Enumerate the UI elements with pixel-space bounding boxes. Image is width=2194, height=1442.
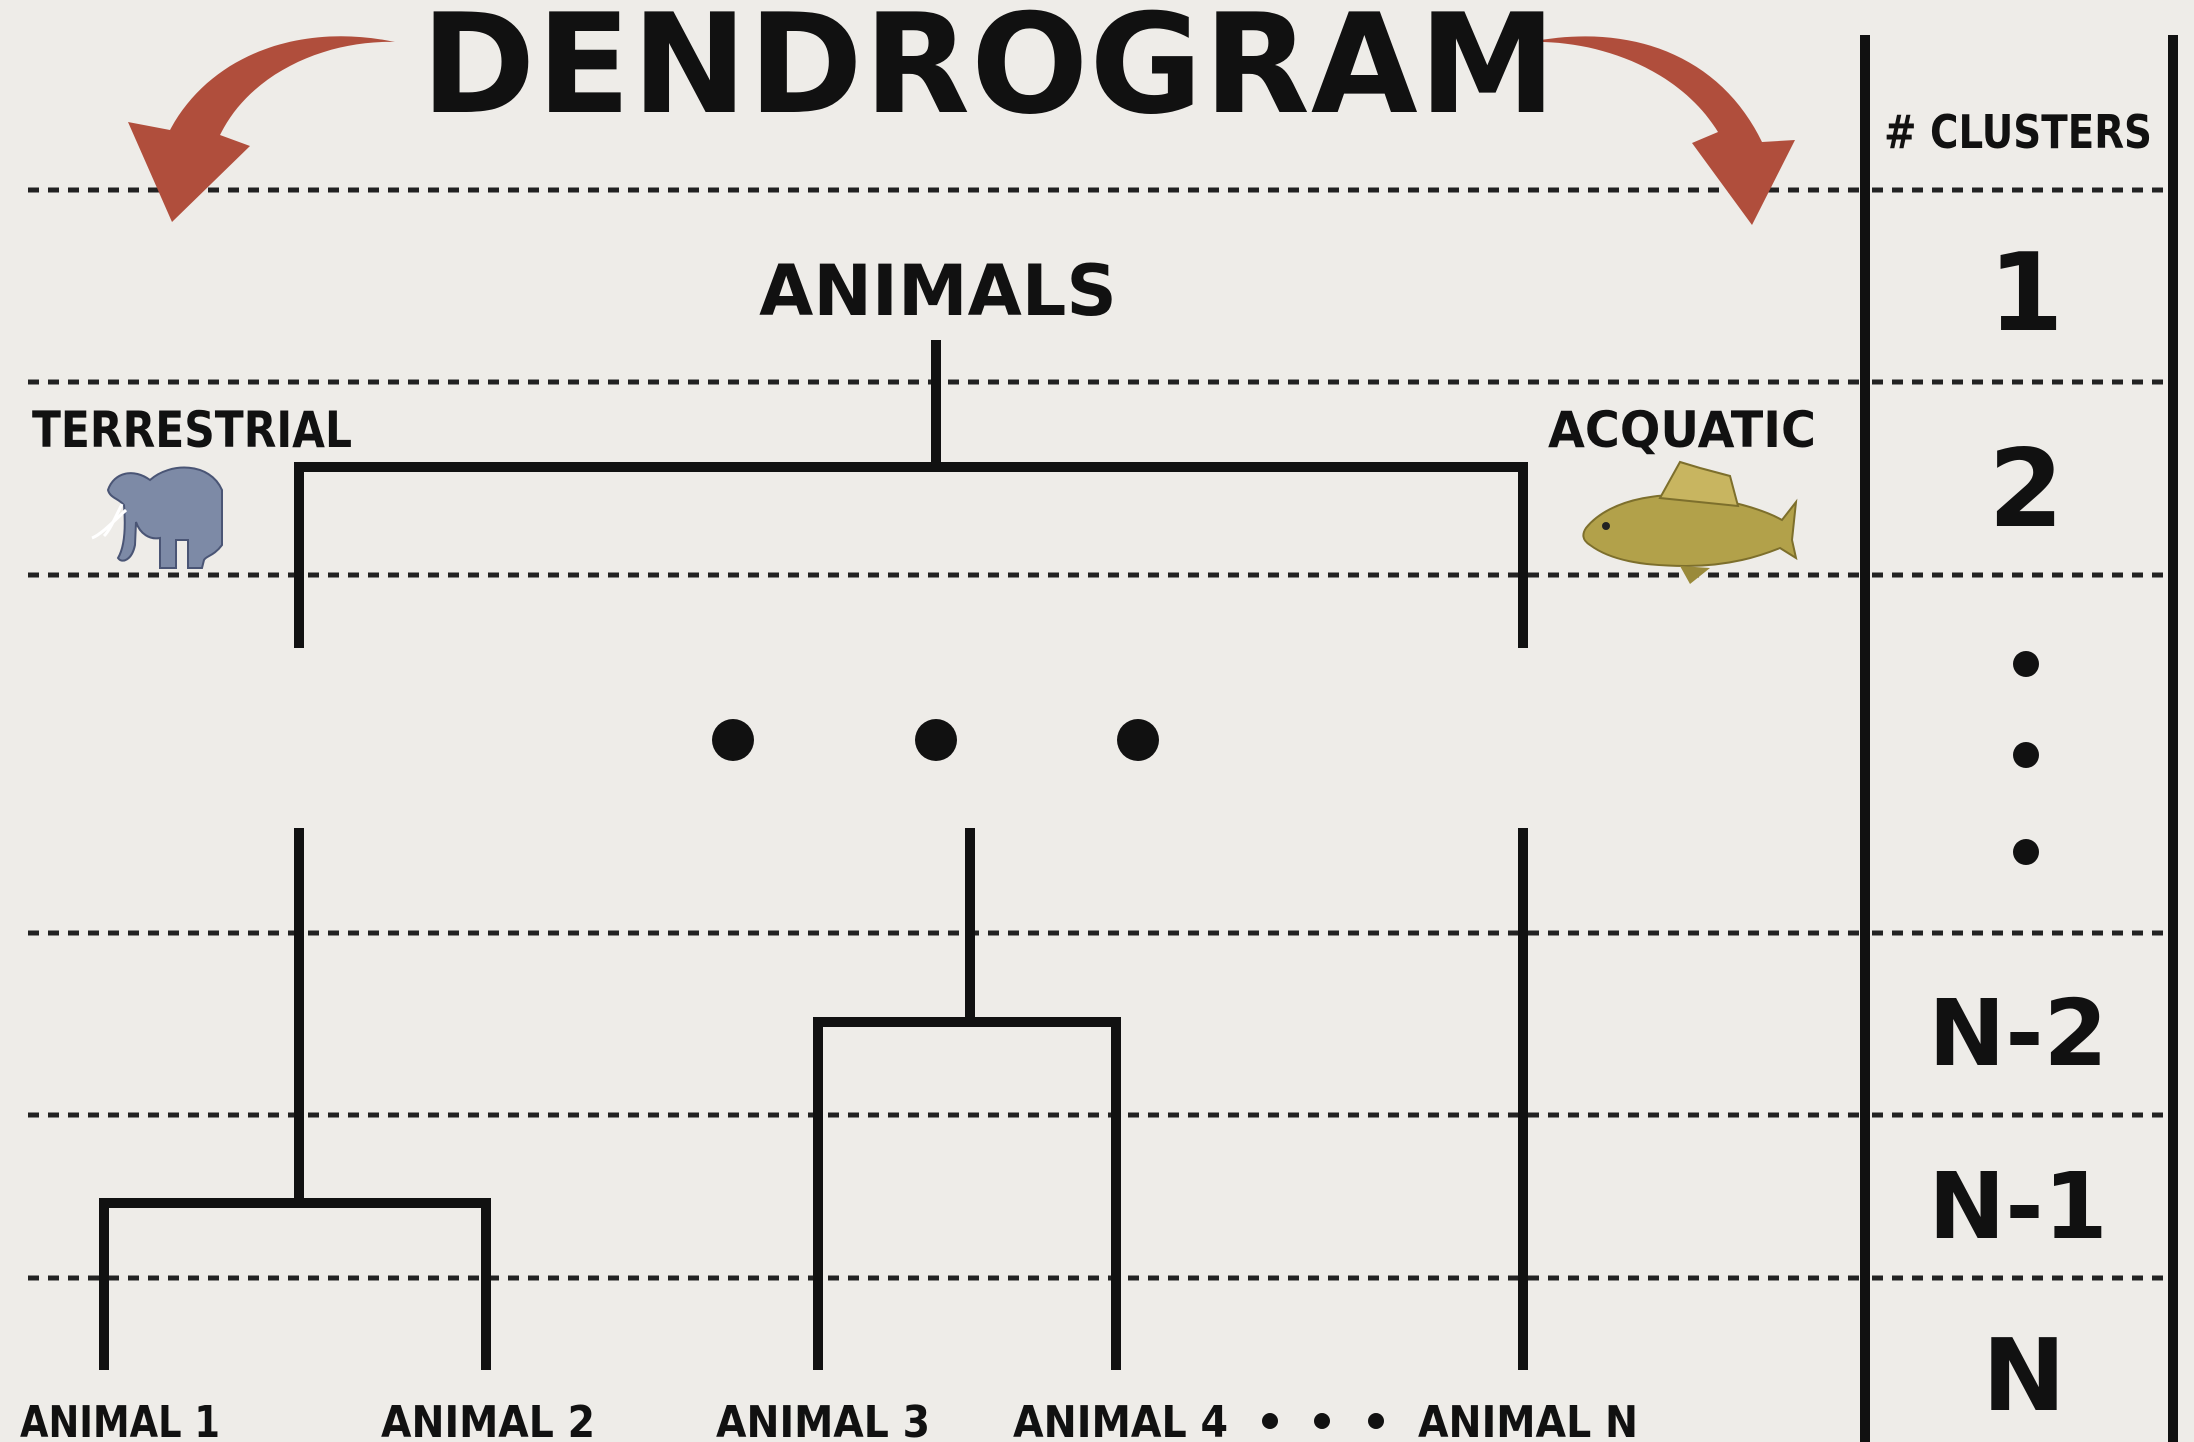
leaf-gap-dot (1314, 1413, 1330, 1429)
root-node-label: ANIMALS (759, 250, 1117, 332)
dendrogram-links (99, 340, 1528, 1370)
ellipsis-dot (712, 719, 754, 761)
root-split-bracket (294, 462, 1528, 648)
clusters-panel-ellipsis (2013, 651, 2039, 865)
terrestrial-branch-label: TERRESTRIAL (32, 401, 352, 459)
clusters-panel-borders (1860, 35, 2178, 1442)
ellipsis-dot (915, 719, 957, 761)
dendrogram-ellipsis (712, 719, 1159, 761)
leaf-label-animal-n: ANIMAL N (1418, 1397, 1638, 1442)
left-curved-arrow-icon (128, 36, 395, 222)
leaf-label-animal-4: ANIMAL 4 (1013, 1397, 1228, 1442)
title-arrows (128, 36, 1795, 225)
cluster-ellipsis-dot (2013, 651, 2039, 677)
cluster-count-level-n-minus-1: N-1 (1928, 1153, 2107, 1260)
clusters-panel: # CLUSTERS 1 2 N-2 N-1 N (1884, 105, 2152, 1434)
cluster-count-level-1: 1 (1988, 231, 2063, 356)
animal-1-2-merge (99, 1198, 491, 1370)
acquatic-branch-label: ACQUATIC (1548, 401, 1816, 459)
ellipsis-dot (1117, 719, 1159, 761)
cluster-count-level-2: 2 (1988, 427, 2063, 552)
diagram-title: DENDROGRAM (421, 0, 1557, 145)
cluster-count-level-n-minus-2: N-2 (1928, 980, 2107, 1087)
cluster-ellipsis-dot (2013, 839, 2039, 865)
leaf-label-animal-1: ANIMAL 1 (20, 1397, 220, 1442)
level-guide-lines (28, 187, 2170, 1281)
leaf-labels: ANIMAL 1 ANIMAL 2 ANIMAL 3 ANIMAL 4 ANIM… (20, 1397, 1638, 1442)
leaf-gap-dot (1368, 1413, 1384, 1429)
clusters-header: # CLUSTERS (1884, 105, 2152, 159)
leaf-gap-ellipsis (1262, 1413, 1384, 1429)
fish-icon (1582, 460, 1798, 584)
cluster-count-level-n: N (1982, 1317, 2066, 1434)
elephant-icon (91, 466, 223, 569)
right-curved-arrow-icon (1530, 36, 1795, 225)
leaf-label-animal-2: ANIMAL 2 (381, 1397, 595, 1442)
cluster-ellipsis-dot (2013, 742, 2039, 768)
animal-3-4-merge (813, 1017, 1121, 1370)
leaf-label-animal-3: ANIMAL 3 (716, 1397, 930, 1442)
leaf-gap-dot (1262, 1413, 1278, 1429)
